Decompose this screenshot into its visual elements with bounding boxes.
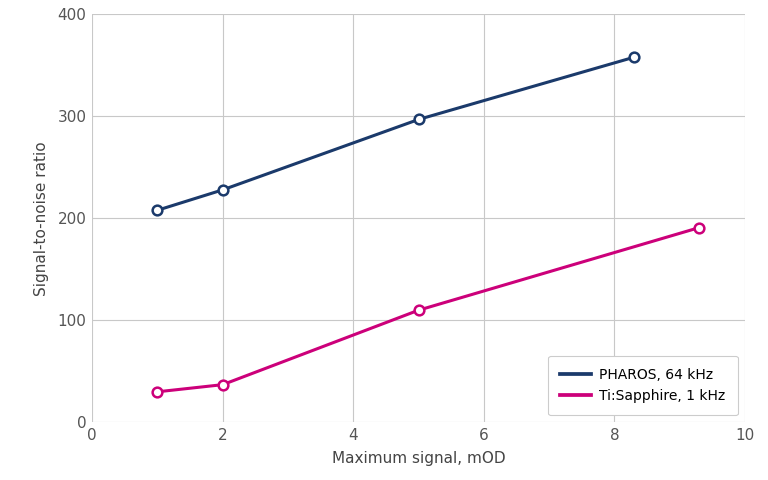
Y-axis label: Signal-to-noise ratio: Signal-to-noise ratio xyxy=(35,141,49,296)
Legend: PHAROS, 64 kHz, Ti:Sapphire, 1 kHz: PHAROS, 64 kHz, Ti:Sapphire, 1 kHz xyxy=(548,356,738,416)
X-axis label: Maximum signal, mOD: Maximum signal, mOD xyxy=(332,451,505,466)
